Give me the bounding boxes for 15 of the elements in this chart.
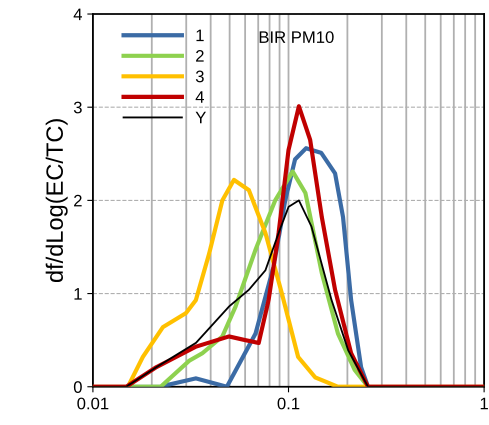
y-tick-label: 2 [74,194,82,206]
legend-label: 4 [196,91,204,103]
legend-label: 1 [196,30,204,42]
legend-label: Y [196,112,206,124]
y-tick-label: 1 [74,288,82,300]
x-tick-label: 0.01 [77,398,108,410]
y-tick-label: 0 [74,381,82,393]
y-axis-title: df/dLog(EC/TC) [46,119,68,282]
legend-label: 3 [196,70,204,82]
x-tick-label: 0.1 [278,398,300,410]
legend-label: 2 [196,50,204,62]
x-tick-label: 1 [480,398,488,410]
annotation: BIR PM10 [260,31,334,44]
y-tick-label: 4 [74,8,82,20]
y-tick-label: 3 [74,102,82,114]
